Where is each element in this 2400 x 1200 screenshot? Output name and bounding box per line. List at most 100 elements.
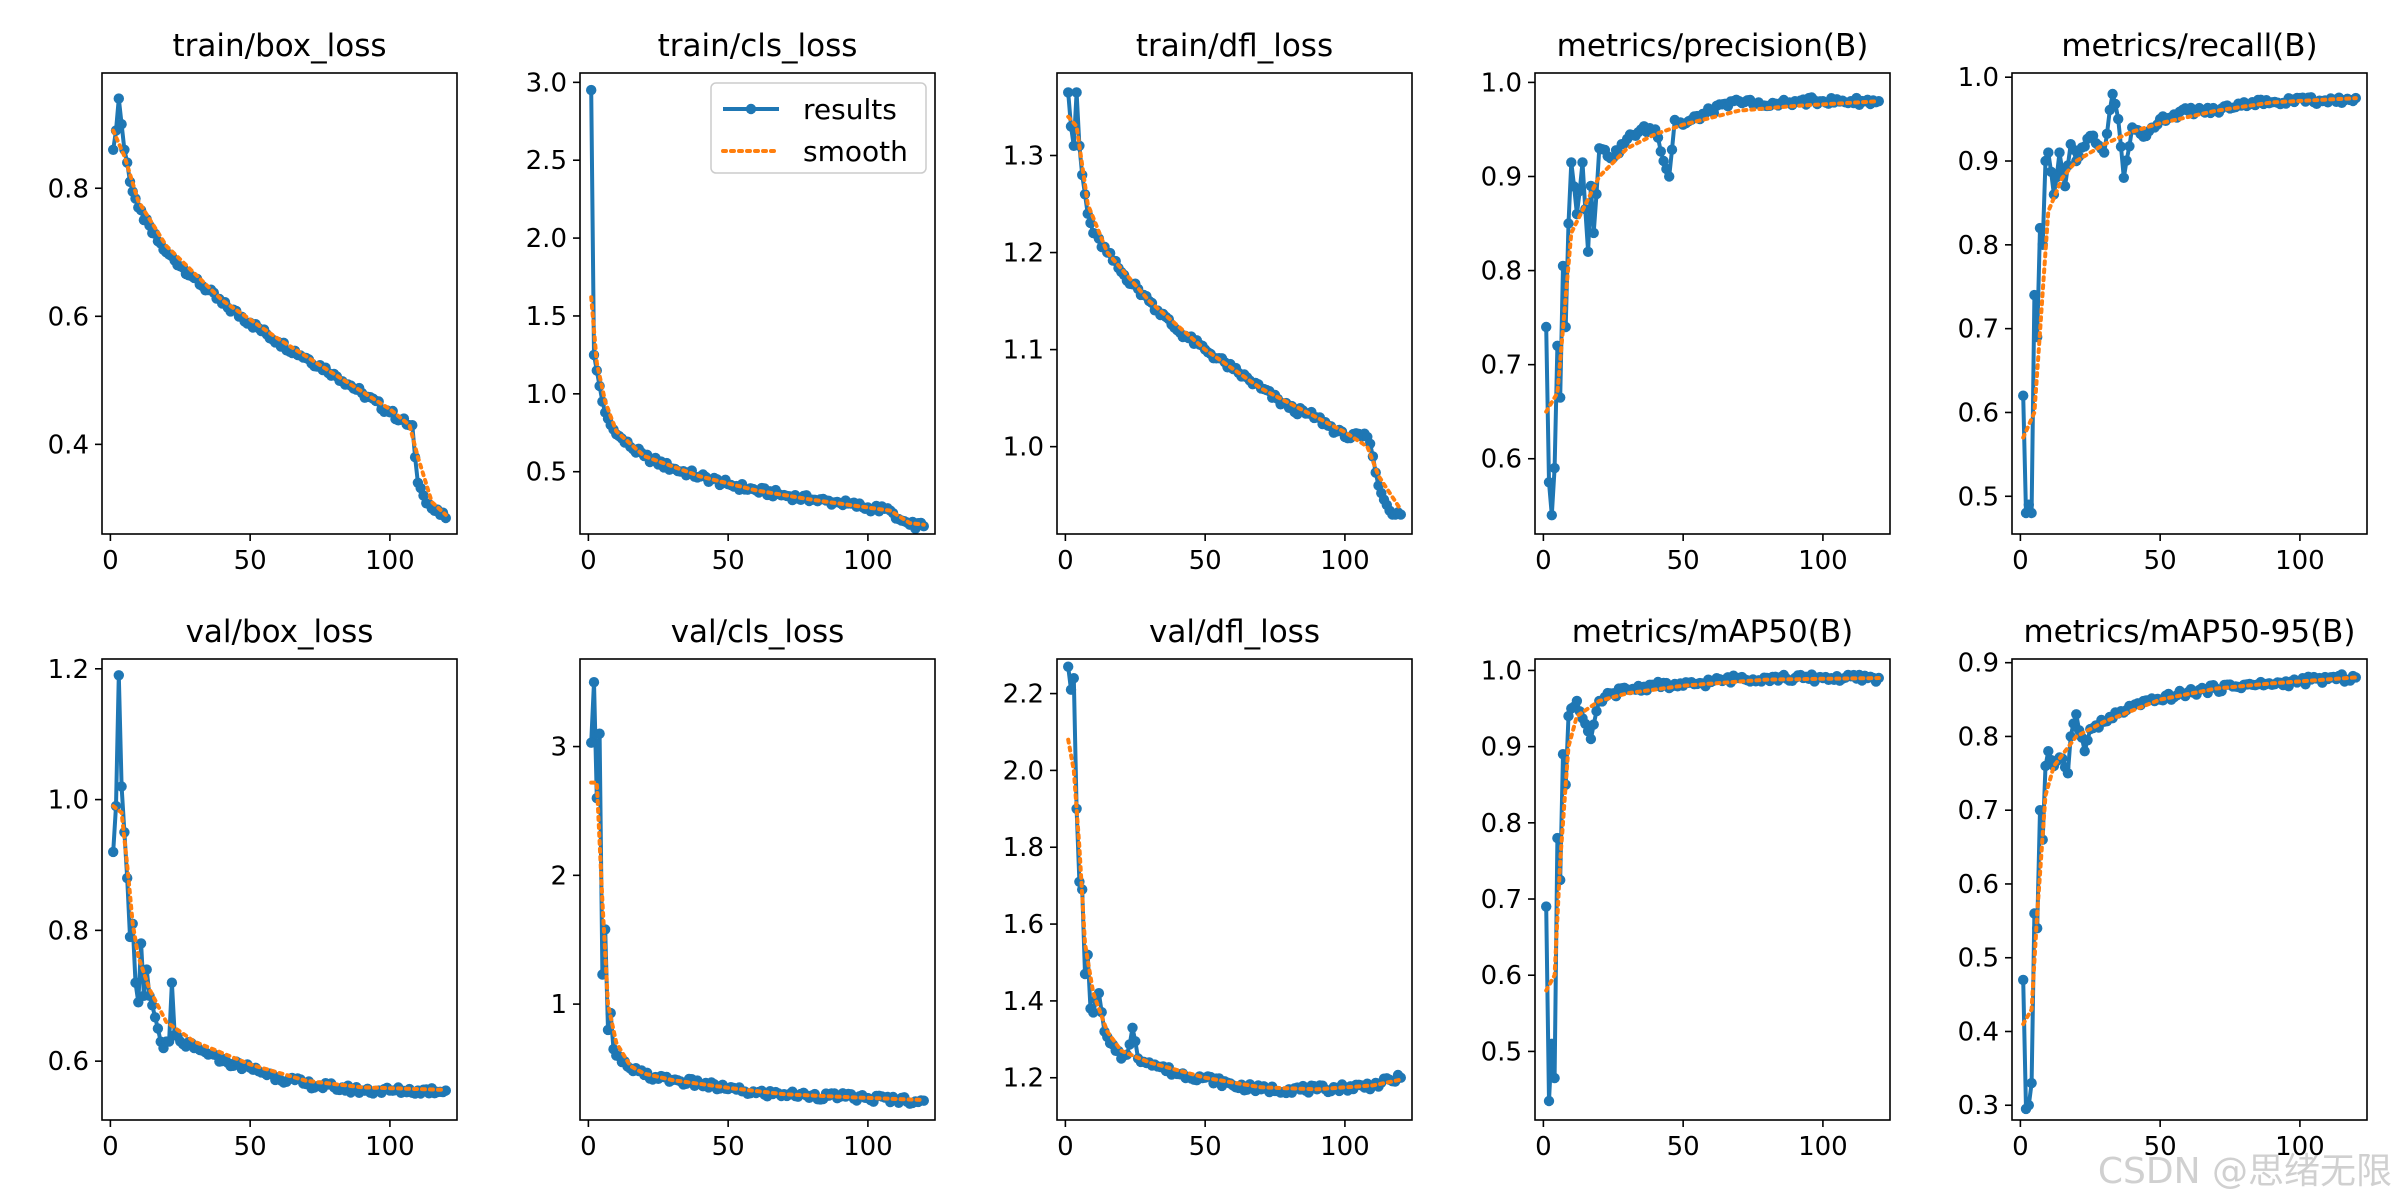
results-point	[2107, 88, 2118, 100]
results-point	[2029, 289, 2040, 301]
results-point	[1071, 87, 1082, 98]
smooth-line	[111, 128, 448, 517]
results-point	[586, 84, 597, 96]
chart-val-cls-loss: val/cls_loss 0 50 100 1 2 3	[550, 614, 936, 1162]
results-point	[116, 781, 127, 792]
y-tick-label: 3	[550, 733, 567, 763]
results-line	[1066, 666, 1403, 1095]
results-point	[108, 144, 119, 155]
chart-metrics-recall-b: metrics/recall(B) 0 50 100 0.5 0.6 0.7 0.8 0.9 1.…	[1958, 28, 2368, 576]
y-tick-label: 0.9	[1481, 162, 1522, 192]
y-tick-label: 0.5	[1481, 1037, 1522, 1067]
axes-frame	[579, 72, 936, 535]
axes-frame	[101, 658, 458, 1121]
results-point	[2121, 155, 2132, 166]
axes-frame	[1534, 72, 1891, 535]
results-point	[1063, 87, 1074, 98]
x-tick-label: 0	[2012, 546, 2029, 576]
results-point	[2040, 155, 2051, 167]
axes-frame	[1056, 658, 1413, 1121]
axes-frame	[579, 658, 936, 1121]
chart-title: train/box_loss	[172, 28, 386, 64]
chart-val-box-loss: val/box_loss 0 50 100 0.6 0.8 1.0 1.2	[48, 614, 458, 1162]
y-tick-label: 0.7	[1481, 885, 1522, 915]
x-tick-label: 0	[580, 546, 597, 576]
watermark: CSDN @思绪无限	[2097, 1151, 2392, 1192]
results-point	[2115, 141, 2127, 152]
x-tick-label: 50	[1667, 546, 1700, 576]
plot-area	[1063, 661, 1407, 1099]
chart-title: metrics/precision(B)	[1557, 28, 1869, 64]
results-point	[440, 1085, 451, 1096]
smooth-line	[2021, 675, 2358, 1027]
results-point	[1063, 661, 1074, 672]
x-tick-label: 0	[580, 1132, 597, 1162]
y-tick-label: 2.0	[1003, 756, 1044, 786]
y-tick-label: 0.9	[1481, 733, 1522, 763]
results-point	[1588, 719, 1599, 730]
smooth-line	[589, 295, 926, 527]
results-point	[2054, 147, 2065, 158]
chart-title: val/dfl_loss	[1149, 614, 1320, 650]
results-point	[586, 737, 597, 748]
results-line	[2021, 92, 2358, 515]
y-tick-label: 2.2	[1003, 680, 1044, 710]
results-line	[1544, 672, 1881, 1103]
smooth-line	[1544, 99, 1881, 414]
chart-metrics-map50-95-b: metrics/mAP50-95(B) 0 50 100 0.3 0.4 0.5 0.6 0.7…	[1958, 614, 2368, 1162]
y-tick-label: 0.8	[1958, 231, 1999, 261]
y-tick-label: 1	[550, 990, 567, 1020]
x-tick-label: 100	[843, 1132, 893, 1162]
y-tick-label: 2.0	[526, 224, 567, 254]
x-tick-label: 50	[1667, 1132, 1700, 1162]
chart-metrics-precision-b: metrics/precision(B) 0 50 100 0.6 0.7 0.8 0.9 1.…	[1481, 28, 1891, 576]
y-tick-label: 1.0	[1481, 656, 1522, 686]
results-point	[2082, 735, 2093, 746]
x-tick-label: 50	[2144, 1132, 2177, 1162]
results-line	[1066, 90, 1403, 517]
y-tick-label: 0.8	[48, 916, 89, 946]
y-tick-label: 1.6	[1003, 910, 1044, 940]
results-point	[2071, 709, 2082, 720]
results-point	[2023, 1100, 2035, 1111]
chart-title: train/cls_loss	[658, 28, 858, 64]
results-point	[918, 1095, 929, 1106]
x-tick-label: 50	[712, 1132, 745, 1162]
y-tick-label: 2	[550, 861, 567, 891]
results-point	[108, 846, 119, 858]
smooth-line	[2021, 96, 2358, 440]
results-point	[2113, 113, 2124, 125]
chart-title: train/dfl_loss	[1136, 28, 1333, 64]
y-tick-label: 1.2	[48, 655, 89, 685]
smooth-line	[111, 804, 448, 1092]
y-tick-label: 0.6	[1958, 870, 1999, 900]
results-point	[1546, 1038, 1558, 1050]
results-point	[1588, 227, 1599, 239]
results-point	[2034, 805, 2046, 816]
results-point	[149, 1012, 161, 1023]
x-tick-label: 100	[1320, 1132, 1370, 1162]
results-point	[1577, 157, 1588, 168]
x-tick-label: 100	[843, 546, 893, 576]
results-point	[166, 977, 178, 988]
results-point	[152, 1023, 164, 1034]
legend-results-marker	[745, 103, 757, 115]
y-tick-label: 2.5	[526, 146, 567, 176]
results-line	[1544, 95, 1880, 518]
results-point	[2043, 746, 2054, 757]
y-tick-label: 1.2	[1003, 239, 1044, 269]
y-tick-label: 1.2	[1003, 1064, 1044, 1094]
chart-val-dfl-loss: val/dfl_loss 0 50 100 1.2 1.4 1.6 1.8 2.0 2.2	[1003, 614, 1413, 1162]
results-point	[1873, 96, 1885, 107]
x-tick-label: 0	[102, 1132, 119, 1162]
results-point	[2023, 499, 2035, 510]
y-tick-label: 0.5	[1958, 944, 1999, 974]
smooth-line	[1544, 676, 1881, 993]
results-point	[2110, 98, 2121, 110]
results-point	[1557, 749, 1569, 760]
y-tick-label: 1.0	[1003, 433, 1044, 463]
results-point	[594, 728, 605, 739]
x-tick-label: 0	[1057, 1132, 1074, 1162]
results-point	[1065, 684, 1077, 695]
